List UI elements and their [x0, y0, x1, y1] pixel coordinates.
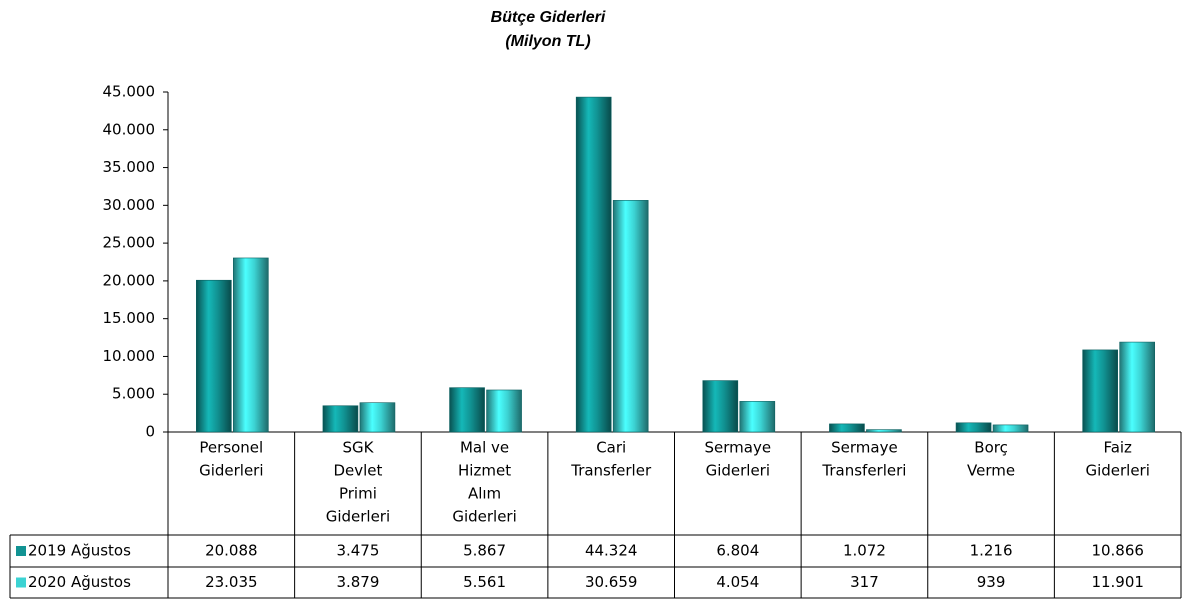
bar [575, 96, 612, 433]
x-tick-label: Cari [596, 439, 626, 457]
chart-subtitle: (Milyon TL) [505, 33, 590, 50]
table-value: 11.901 [1091, 573, 1144, 591]
x-tick-label: Giderleri [326, 508, 390, 526]
y-tick-label: 40.000 [103, 120, 156, 138]
table-value: 44.324 [585, 542, 638, 560]
x-tick-label: Sermaye [831, 439, 898, 457]
y-tick-label: 0 [145, 423, 155, 441]
x-tick-label: Giderleri [452, 508, 516, 526]
x-tick-label: Devlet [333, 462, 382, 480]
x-tick-label: SGK [342, 439, 374, 457]
bar [612, 200, 649, 433]
bar [992, 424, 1029, 433]
x-tick-label: Giderleri [199, 462, 263, 480]
y-tick-label: 30.000 [103, 196, 156, 214]
bar [1082, 349, 1118, 433]
bar [196, 279, 232, 433]
table-value: 5.561 [463, 573, 506, 591]
bar [829, 423, 865, 433]
y-tick-label: 15.000 [103, 309, 156, 327]
legend-swatch [16, 577, 26, 588]
bar [233, 257, 269, 433]
x-tick-label: Hizmet [458, 462, 511, 480]
bar [486, 389, 522, 433]
table-value: 30.659 [585, 573, 638, 591]
bar [739, 401, 776, 433]
x-tick-label: Primi [339, 485, 377, 503]
x-tick-label: Mal ve [460, 439, 509, 457]
table-value: 1.216 [970, 542, 1013, 560]
table-value: 939 [977, 573, 1006, 591]
bar [955, 422, 992, 433]
chart-title: Bütçe Giderleri [491, 9, 606, 26]
x-tick-label: Transferleri [821, 462, 906, 480]
legend-label: 2019 Ağustos [28, 542, 131, 560]
table-value: 6.804 [716, 542, 759, 560]
y-tick-label: 45.000 [103, 83, 156, 101]
table-value: 10.866 [1091, 542, 1144, 560]
x-tick-label: Borç [974, 439, 1008, 457]
bar [702, 380, 739, 433]
y-tick-label: 25.000 [103, 234, 156, 252]
x-tick-label: Giderleri [1085, 462, 1149, 480]
table-value: 23.035 [205, 573, 258, 591]
bar [449, 387, 485, 433]
x-tick-label: Alım [468, 485, 501, 503]
x-tick-label: Faiz [1103, 439, 1132, 457]
table-value: 3.879 [336, 573, 379, 591]
table-value: 1.072 [843, 542, 886, 560]
table-value: 3.475 [336, 542, 379, 560]
y-tick-label: 5.000 [112, 385, 155, 403]
x-tick-label: Verme [967, 462, 1015, 480]
table-value: 20.088 [205, 542, 258, 560]
bar [359, 402, 396, 433]
table-value: 5.867 [463, 542, 506, 560]
y-tick-label: 35.000 [103, 158, 156, 176]
legend-swatch [16, 546, 26, 556]
table-value: 4.054 [716, 573, 759, 591]
x-tick-label: Personel [199, 439, 263, 457]
table-value: 317 [850, 573, 879, 591]
bar [866, 429, 902, 433]
x-tick-label: Transferler [570, 462, 652, 480]
y-tick-label: 10.000 [103, 347, 156, 365]
x-tick-label: Sermaye [705, 439, 772, 457]
bar [1119, 341, 1155, 433]
legend-label: 2020 Ağustos [28, 573, 131, 591]
bar [322, 405, 359, 433]
x-tick-label: Giderleri [706, 462, 770, 480]
y-tick-label: 20.000 [103, 271, 156, 289]
